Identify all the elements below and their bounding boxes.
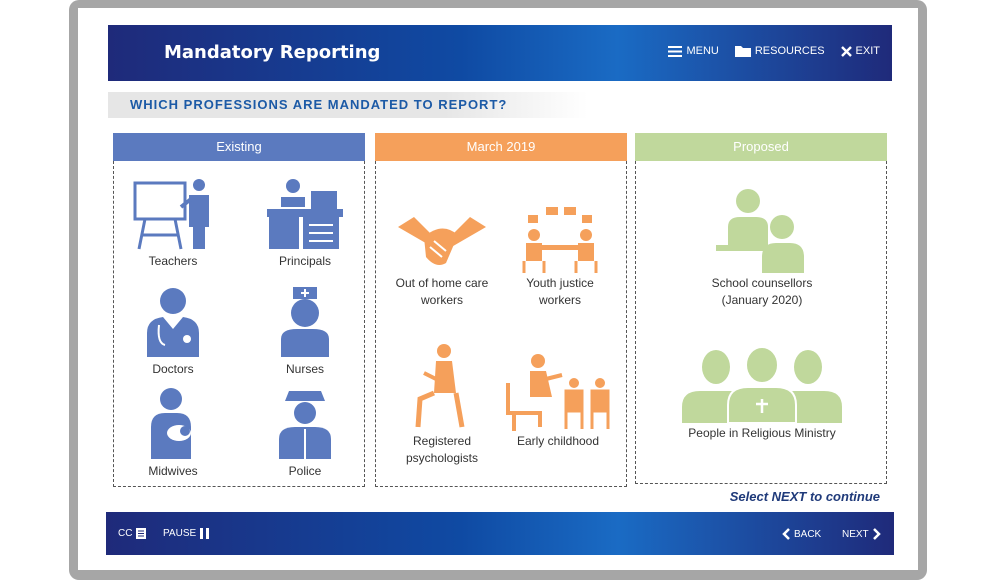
top-nav: MENU RESOURCES EXIT <box>668 45 880 57</box>
profession-item: Principals <box>260 177 350 270</box>
menu-button[interactable]: MENU <box>668 45 719 57</box>
menu-label: MENU <box>686 45 719 57</box>
profession-label: People in Religious Ministry <box>688 426 836 440</box>
profession-item: Out of home care workers <box>394 213 490 309</box>
app-title: Mandatory Reporting <box>164 42 381 63</box>
doctor-icon <box>147 288 199 357</box>
pause-label: PAUSE <box>163 528 197 539</box>
profession-item: Registered psychologists <box>394 343 490 467</box>
profession-item: Youth justice workers <box>512 205 608 309</box>
column-box: Teachers Principals Doctors <box>113 161 365 487</box>
exit-label: EXIT <box>855 45 880 57</box>
column-heading: Existing <box>113 133 365 161</box>
religious-ministry-icon <box>682 347 842 423</box>
meeting-icon <box>522 207 598 273</box>
handshake-icon <box>398 217 486 265</box>
column-box: School counsellors (January 2020) People… <box>635 161 887 484</box>
question-banner: WHICH PROFESSIONS ARE MANDATED TO REPORT… <box>108 92 588 118</box>
pause-icon <box>200 528 210 539</box>
captions-icon <box>136 528 147 539</box>
profession-label: Registered psychologists <box>405 434 479 465</box>
profession-item: School counsellors (January 2020) <box>702 187 822 309</box>
exit-button[interactable]: EXIT <box>840 45 880 57</box>
profession-label: Teachers <box>148 254 198 268</box>
cc-label: CC <box>118 528 133 539</box>
profession-label: Youth justice workers <box>526 276 594 307</box>
profession-item: Early childhood <box>498 353 618 450</box>
early-childhood-icon <box>506 354 610 431</box>
police-icon <box>279 391 331 459</box>
profession-item: People in Religious Ministry <box>676 347 848 442</box>
profession-label: Out of home care workers <box>395 276 489 307</box>
column-box: Out of home care workers Youth justice w… <box>375 161 627 487</box>
profession-item: Teachers <box>128 177 218 270</box>
nurse-icon <box>281 287 329 357</box>
pause-button[interactable]: PAUSE <box>163 528 210 539</box>
profession-label: Doctors <box>152 362 194 376</box>
next-label: NEXT <box>842 528 869 540</box>
teacher-icon <box>133 179 209 250</box>
chevron-left-icon <box>782 528 790 540</box>
continue-hint: Select NEXT to continue <box>729 489 880 504</box>
column-heading: Proposed <box>635 133 887 161</box>
midwife-icon <box>151 388 191 459</box>
next-button[interactable]: NEXT <box>842 528 881 540</box>
profession-item: Midwives <box>128 387 218 480</box>
principal-icon <box>267 179 343 249</box>
back-label: BACK <box>794 528 822 540</box>
profession-item: Doctors <box>128 285 218 378</box>
column-proposed: Proposed School counsellors (January 202… <box>635 133 887 484</box>
psychologist-icon <box>415 344 465 428</box>
close-icon <box>840 45 852 57</box>
top-bar: Mandatory Reporting MENU RESOURCES EXIT <box>108 25 892 81</box>
bottom-bar: CC PAUSE BACK NEXT <box>106 512 894 555</box>
question-text: WHICH PROFESSIONS ARE MANDATED TO REPORT… <box>130 97 508 112</box>
profession-label: Early childhood <box>516 434 600 448</box>
column-existing: Existing Teachers Principals <box>113 133 365 487</box>
profession-item: Nurses <box>260 285 350 378</box>
chevron-right-icon <box>872 528 881 540</box>
profession-item: Police <box>260 387 350 480</box>
hamburger-icon <box>668 45 683 57</box>
profession-label: Midwives <box>148 464 198 478</box>
column-heading: March 2019 <box>375 133 627 161</box>
resources-button[interactable]: RESOURCES <box>734 45 825 57</box>
column-march-2019: March 2019 Out of home care workers Yout… <box>375 133 627 487</box>
profession-label: School counsellors (January 2020) <box>711 276 813 307</box>
resources-label: RESOURCES <box>754 45 825 57</box>
profession-label: Nurses <box>285 362 324 376</box>
counsellor-icon <box>716 189 804 273</box>
back-button[interactable]: BACK <box>782 528 821 540</box>
profession-label: Principals <box>278 254 332 268</box>
cc-button[interactable]: CC <box>118 528 147 539</box>
profession-label: Police <box>288 464 322 478</box>
folder-icon <box>734 46 751 57</box>
